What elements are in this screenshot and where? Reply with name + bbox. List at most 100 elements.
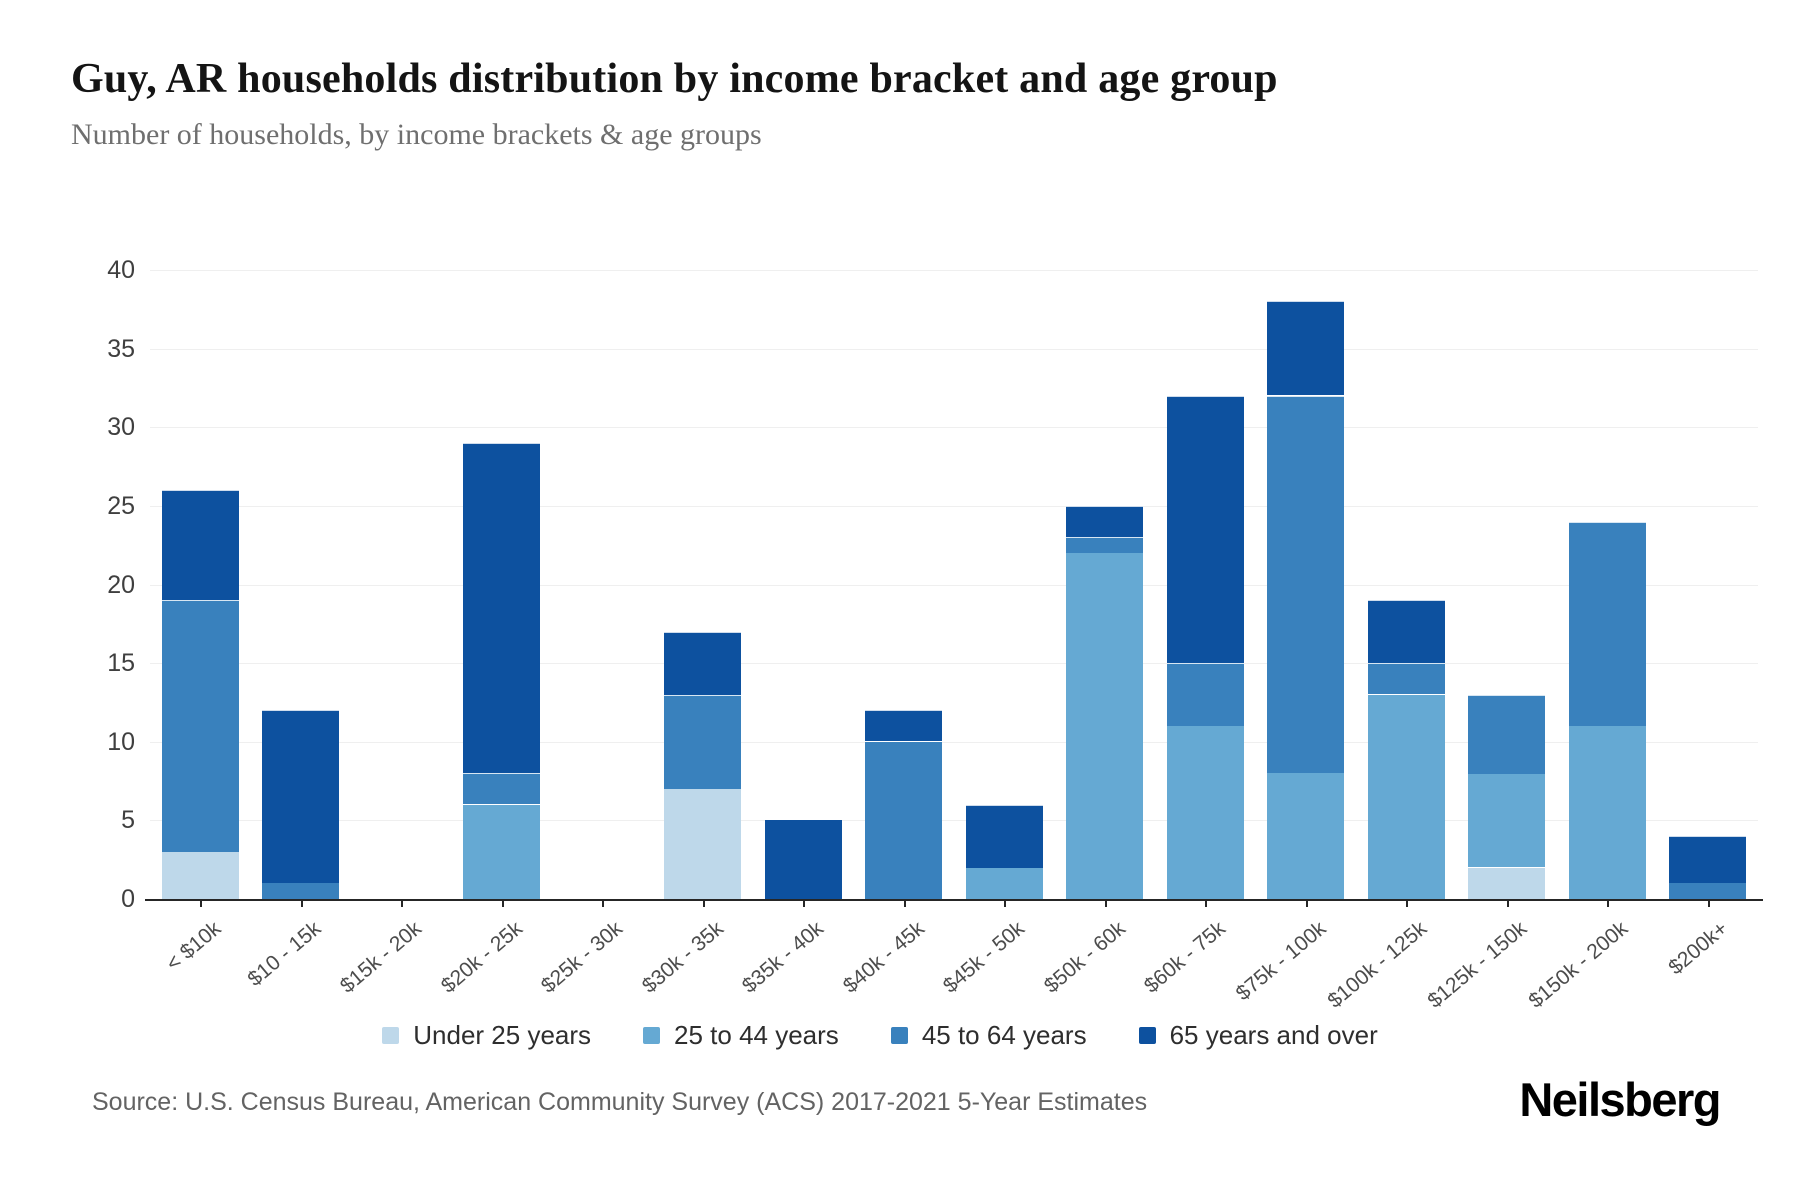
y-tick-label: 5 [121, 806, 135, 834]
bar-segment-45-to-64-years[interactable] [1468, 695, 1545, 774]
chart-title: Guy, AR households distribution by incom… [71, 56, 1278, 102]
x-tick-label: $40k - 45k [838, 917, 929, 998]
x-axis-tick [502, 901, 504, 907]
legend-label: 45 to 64 years [921, 1020, 1087, 1050]
bar-segment-65-years-and-over[interactable] [664, 632, 741, 695]
x-axis-tick [803, 901, 805, 907]
bar-segment-45-to-64-years[interactable] [1368, 663, 1445, 694]
gridline [150, 585, 1758, 586]
legend-item-25-to-44-years[interactable]: 25 to 44 years [643, 1020, 839, 1051]
x-axis-tick [1205, 901, 1207, 907]
y-tick-label: 15 [107, 649, 135, 677]
x-tick-label: $45k - 50k [939, 917, 1030, 998]
x-axis-tick [1708, 901, 1710, 907]
brand-logo: Neilsberg [1519, 1073, 1721, 1126]
bar-segment-under-25-years[interactable] [162, 852, 239, 899]
legend-swatch [643, 1027, 661, 1044]
bar-segment-65-years-and-over[interactable] [262, 710, 339, 883]
bar-segment-65-years-and-over[interactable] [162, 490, 239, 600]
y-tick-label: 30 [107, 413, 135, 441]
x-tick-label: $25k - 30k [537, 917, 628, 998]
source-text: Source: U.S. Census Bureau, American Com… [92, 1088, 1148, 1116]
bar-segment-45-to-64-years[interactable] [262, 883, 339, 899]
legend-label: 65 years and over [1169, 1020, 1378, 1050]
bar-segment-65-years-and-over[interactable] [1167, 396, 1244, 663]
x-tick-label: $100k - 125k [1323, 917, 1432, 1013]
bar-segment-25-to-44-years[interactable] [966, 868, 1043, 899]
x-tick-label: $50k - 60k [1039, 917, 1130, 998]
bar-segment-45-to-64-years[interactable] [1569, 522, 1646, 726]
bar-segment-45-to-64-years[interactable] [1066, 537, 1143, 553]
x-axis-tick [200, 901, 202, 907]
bar-segment-45-to-64-years[interactable] [664, 695, 741, 789]
bar-segment-65-years-and-over[interactable] [463, 443, 540, 773]
bar-segment-65-years-and-over[interactable] [966, 805, 1043, 868]
bar-segment-65-years-and-over[interactable] [865, 710, 942, 741]
gridline [150, 506, 1758, 507]
x-axis-tick [703, 901, 705, 907]
y-tick-label: 10 [107, 728, 135, 756]
legend: Under 25 years 25 to 44 years 45 to 64 yea… [150, 1020, 1610, 1051]
bar-segment-25-to-44-years[interactable] [1569, 726, 1646, 899]
gridline [150, 349, 1758, 350]
x-tick-label: $75k - 100k [1231, 917, 1331, 1006]
bar-segment-25-to-44-years[interactable] [1468, 773, 1545, 867]
bar-segment-45-to-64-years[interactable] [865, 742, 942, 899]
x-axis-tick [1406, 901, 1408, 907]
bar-segment-45-to-64-years[interactable] [1167, 663, 1244, 726]
x-tick-label: $20k - 25k [436, 917, 527, 998]
gridline [150, 742, 1758, 743]
y-tick-label: 25 [107, 492, 135, 520]
y-tick-label: 40 [107, 256, 135, 284]
bar-segment-45-to-64-years[interactable] [1669, 883, 1746, 899]
legend-label: 25 to 44 years [674, 1020, 839, 1050]
bar-segment-25-to-44-years[interactable] [1066, 553, 1143, 899]
x-axis-tick [1004, 901, 1006, 907]
gridline [150, 270, 1758, 271]
x-tick-label: $15k - 20k [336, 917, 427, 998]
bar-segment-45-to-64-years[interactable] [162, 600, 239, 852]
bar-segment-under-25-years[interactable] [664, 789, 741, 899]
bar-segment-65-years-and-over[interactable] [1669, 836, 1746, 883]
bar-segment-45-to-64-years[interactable] [463, 773, 540, 804]
bar-segment-25-to-44-years[interactable] [1167, 726, 1244, 899]
bar-segment-25-to-44-years[interactable] [463, 805, 540, 899]
x-axis-tick [1607, 901, 1609, 907]
bar-segment-under-25-years[interactable] [1468, 868, 1545, 899]
gridline [150, 663, 1758, 664]
bar-segment-25-to-44-years[interactable] [1368, 695, 1445, 899]
x-tick-label: $200k+ [1664, 917, 1733, 980]
legend-item-45-to-64-years[interactable]: 45 to 64 years [890, 1020, 1087, 1051]
legend-swatch [382, 1027, 400, 1044]
x-axis-line [145, 899, 1763, 901]
x-tick-label: $35k - 40k [738, 917, 829, 998]
legend-swatch [1138, 1027, 1156, 1044]
legend-label: Under 25 years [413, 1020, 592, 1050]
x-tick-label: $125k - 150k [1423, 917, 1532, 1013]
x-axis-tick [602, 901, 604, 907]
x-tick-label: $30k - 35k [637, 917, 728, 998]
x-axis-tick [1306, 901, 1308, 907]
bar-segment-25-to-44-years[interactable] [1267, 773, 1344, 899]
legend-item-65-years-and-over[interactable]: 65 years and over [1138, 1020, 1378, 1051]
legend-item-under-25-years[interactable]: Under 25 years [382, 1020, 591, 1051]
gridline [150, 820, 1758, 821]
bar-segment-65-years-and-over[interactable] [765, 820, 842, 899]
x-axis-tick [1105, 901, 1107, 907]
y-tick-label: 35 [107, 335, 135, 363]
bar-segment-65-years-and-over[interactable] [1267, 301, 1344, 395]
legend-swatch [890, 1027, 908, 1044]
x-axis-tick [301, 901, 303, 907]
bar-segment-65-years-and-over[interactable] [1066, 506, 1143, 537]
x-axis-tick [401, 901, 403, 907]
bar-segment-65-years-and-over[interactable] [1368, 600, 1445, 663]
x-tick-label: $60k - 75k [1140, 917, 1231, 998]
x-tick-label: < $10k [161, 917, 226, 976]
gridline [150, 427, 1758, 428]
y-tick-label: 0 [121, 885, 135, 913]
bar-segment-45-to-64-years[interactable] [1267, 396, 1344, 773]
y-tick-label: 20 [107, 571, 135, 599]
chart-subtitle: Number of households, by income brackets… [71, 118, 762, 151]
